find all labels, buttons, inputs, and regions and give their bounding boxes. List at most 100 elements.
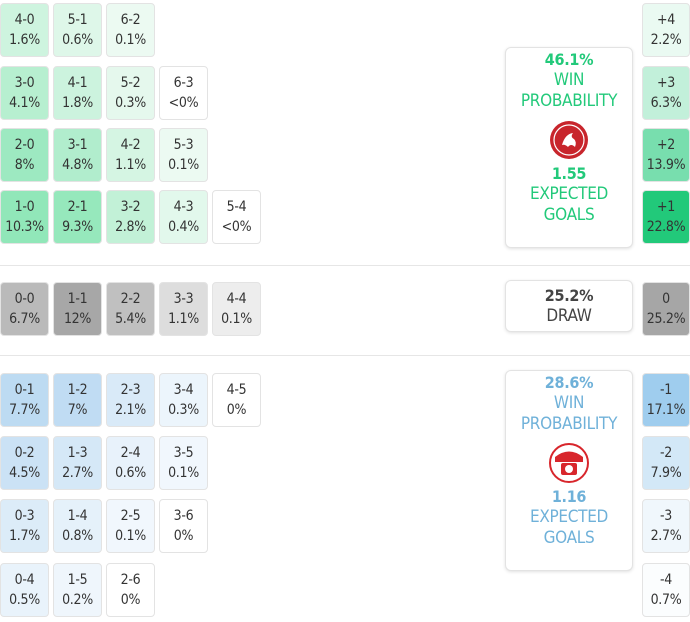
score-label: 3-1	[67, 137, 88, 153]
score-probability: 0.3%	[115, 95, 146, 111]
score-label: +3	[657, 75, 675, 91]
scoreline-cell-away: 0-2 4.5%	[0, 436, 49, 490]
goal-margin-cell-away: -3 2.7%	[642, 499, 690, 553]
goal-margin-cell-away: -1 17.1%	[642, 373, 690, 427]
score-probability: 0.1%	[168, 465, 199, 481]
score-label: 5-1	[67, 12, 88, 28]
scoreline-cell-away: 1-4 0.8%	[53, 499, 102, 553]
draw-probability: 25.2%	[544, 285, 594, 305]
scoreline-cell-away: 3-4 0.3%	[159, 373, 208, 427]
section-divider	[0, 265, 690, 266]
score-probability: 12%	[63, 311, 92, 327]
draw-label: DRAW	[546, 305, 592, 326]
scoreline-cell-away: 2-4 0.6%	[106, 436, 155, 490]
home-team-crest-icon	[550, 121, 588, 159]
score-probability: 22.8%	[646, 219, 686, 235]
score-probability: 1.6%	[9, 32, 40, 48]
score-label: -4	[660, 572, 672, 588]
scoreline-cell-home: 5-1 0.6%	[53, 3, 102, 57]
score-label: +4	[657, 12, 675, 28]
score-label: 2-4	[120, 445, 141, 461]
score-probability: 0.4%	[168, 219, 199, 235]
goal-margin-cell-away: -4 0.7%	[642, 563, 690, 617]
score-probability: 0.8%	[62, 528, 93, 544]
score-label: 4-5	[226, 382, 247, 398]
score-probability: 1.1%	[168, 311, 199, 327]
scoreline-cell-home: 5-3 0.1%	[159, 128, 208, 182]
score-label: 0-4	[14, 572, 35, 588]
scoreline-cell-home: 4-0 1.6%	[0, 3, 49, 57]
home-expected-goals: 1.55	[551, 164, 587, 183]
goal-margin-cell-away: -2 7.9%	[642, 436, 690, 490]
scoreline-cell-home: 4-1 1.8%	[53, 66, 102, 120]
score-probability: 0.6%	[115, 465, 146, 481]
score-probability: 0.3%	[168, 402, 199, 418]
score-probability: 2.7%	[62, 465, 93, 481]
score-label: 1-1	[67, 291, 88, 307]
goal-margin-cell-home: +2 13.9%	[642, 128, 690, 182]
score-probability: 0.1%	[115, 32, 146, 48]
scoreline-cell-home: 5-4 <0%	[212, 190, 261, 244]
home-win-label: WIN PROBABILITY	[520, 70, 618, 111]
score-probability: 13.9%	[646, 157, 686, 173]
score-label: 0	[662, 291, 670, 307]
score-label: 5-4	[226, 199, 247, 215]
score-label: 3-6	[173, 508, 194, 524]
score-probability: 4.8%	[62, 157, 93, 173]
scoreline-cell-away: 0-1 7.7%	[0, 373, 49, 427]
scoreline-cell-away: 2-5 0.1%	[106, 499, 155, 553]
score-label: 1-3	[67, 445, 88, 461]
score-probability: 0.1%	[168, 157, 199, 173]
scoreline-cell-away: 2-3 2.1%	[106, 373, 155, 427]
score-probability: 2.8%	[115, 219, 146, 235]
score-label: 4-3	[173, 199, 194, 215]
scoreline-cell-draw: 0-0 6.7%	[0, 282, 49, 336]
scoreline-cell-draw: 1-1 12%	[53, 282, 102, 336]
score-probability: 7.9%	[650, 465, 682, 481]
score-probability: 0%	[120, 592, 141, 608]
score-probability: <0%	[221, 219, 252, 235]
scoreline-cell-away: 1-3 2.7%	[53, 436, 102, 490]
score-label: 1-4	[67, 508, 88, 524]
score-probability: 0.1%	[115, 528, 146, 544]
score-label: 0-1	[14, 382, 35, 398]
score-probability: 0%	[173, 528, 194, 544]
score-label: +2	[657, 137, 675, 153]
score-label: -1	[660, 382, 672, 398]
score-probability: 0.5%	[9, 592, 40, 608]
scoreline-cell-away: 3-6 0%	[159, 499, 208, 553]
score-label: 0-2	[14, 445, 35, 461]
home-xg-label: EXPECTED GOALS	[529, 184, 609, 225]
scoreline-cell-draw: 3-3 1.1%	[159, 282, 208, 336]
score-label: 3-0	[14, 75, 35, 91]
scoreline-cell-home: 3-2 2.8%	[106, 190, 155, 244]
score-probability: 4.5%	[9, 465, 40, 481]
scoreline-cell-draw: 4-4 0.1%	[212, 282, 261, 336]
score-label: 4-0	[14, 12, 35, 28]
draw-card: 25.2% DRAW	[505, 280, 633, 332]
score-probability: 8%	[14, 157, 35, 173]
score-probability: 2.2%	[650, 32, 682, 48]
score-label: 3-3	[173, 291, 194, 307]
scoreline-cell-home: 4-2 1.1%	[106, 128, 155, 182]
goal-margin-cell-home: +3 6.3%	[642, 66, 690, 120]
score-label: 1-0	[14, 199, 35, 215]
away-team-card: 28.6% WIN PROBABILITY 1.16 EXPECTED GOAL…	[505, 370, 633, 571]
score-label: 0-3	[14, 508, 35, 524]
score-probability: 0.2%	[62, 592, 93, 608]
scoreline-cell-home: 6-3 <0%	[159, 66, 208, 120]
score-label: 1-2	[67, 382, 88, 398]
away-xg-label: EXPECTED GOALS	[529, 507, 609, 548]
score-probability: 9.3%	[62, 219, 93, 235]
score-probability: 5.4%	[115, 311, 146, 327]
score-probability: 1.1%	[115, 157, 146, 173]
goal-margin-cell-home: +4 2.2%	[642, 3, 690, 57]
scoreline-cell-away: 4-5 0%	[212, 373, 261, 427]
score-label: 2-3	[120, 382, 141, 398]
scoreline-cell-away: 1-2 7%	[53, 373, 102, 427]
scoreline-cell-home: 3-0 4.1%	[0, 66, 49, 120]
score-label: 2-2	[120, 291, 141, 307]
score-label: 3-5	[173, 445, 194, 461]
scoreline-cell-away: 0-3 1.7%	[0, 499, 49, 553]
score-probability: 0.6%	[62, 32, 93, 48]
